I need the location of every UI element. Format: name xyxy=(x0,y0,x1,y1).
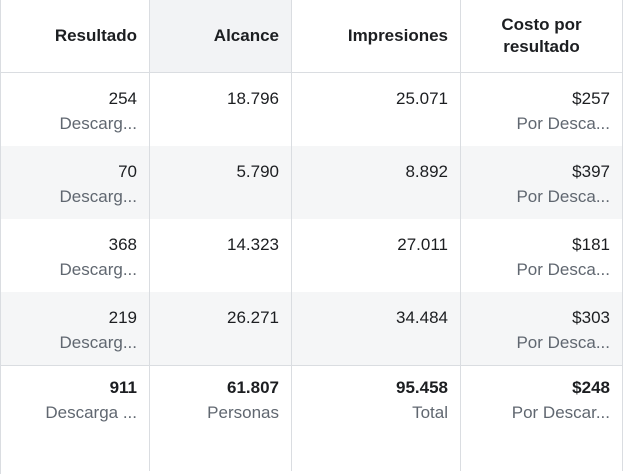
totals-impresiones: 95.458 Total xyxy=(292,365,461,471)
costo-value: $257 xyxy=(572,89,610,108)
table-row-2-resultado: 70 Descarg... xyxy=(0,146,150,219)
resultado-value: 70 xyxy=(118,162,137,181)
total-resultado-value: 911 xyxy=(109,378,137,397)
total-alcance-value: 61.807 xyxy=(227,378,279,397)
table-row-2-alcance: 5.790 xyxy=(150,146,292,219)
column-header-impresiones[interactable]: Impresiones xyxy=(292,0,461,73)
resultado-type: Descarg... xyxy=(59,333,137,352)
header-label: Resultado xyxy=(54,26,137,45)
column-header-resultado[interactable]: Resultado xyxy=(0,0,150,73)
table-row-4-resultado: 219 Descarg... xyxy=(0,292,150,365)
resultado-value: 368 xyxy=(108,235,137,254)
costo-type: Por Desca... xyxy=(516,260,610,279)
impresiones-value: 34.484 xyxy=(396,308,448,327)
impresiones-value: 8.892 xyxy=(405,162,448,181)
table-row-4-alcance: 26.271 xyxy=(150,292,292,365)
table-row-3-costo: $181 Por Desca... xyxy=(461,219,623,292)
costo-value: $181 xyxy=(572,235,610,254)
costo-type: Por Desca... xyxy=(516,333,610,352)
impresiones-value: 27.011 xyxy=(397,235,448,254)
resultado-type: Descarg... xyxy=(59,114,137,133)
resultado-value: 254 xyxy=(108,89,137,108)
total-resultado-type: Descarga ... xyxy=(45,403,137,422)
header-label: Alcance xyxy=(213,26,279,45)
table-row-3-impresiones: 27.011 xyxy=(292,219,461,292)
header-label: Costo por resultado xyxy=(501,15,582,56)
resultado-value: 219 xyxy=(108,308,137,327)
total-impresiones-value: 95.458 xyxy=(396,378,448,397)
table-row-2-impresiones: 8.892 xyxy=(292,146,461,219)
costo-value: $397 xyxy=(572,162,610,181)
costo-type: Por Desca... xyxy=(516,114,610,133)
total-costo-type: Por Descar... xyxy=(511,403,610,422)
totals-resultado: 911 Descarga ... xyxy=(0,365,150,471)
table-row-4-costo: $303 Por Desca... xyxy=(461,292,623,365)
table-row-3-resultado: 368 Descarg... xyxy=(0,219,150,292)
resultado-type: Descarg... xyxy=(59,260,137,279)
alcance-value: 5.790 xyxy=(236,162,279,181)
table-row-4-impresiones: 34.484 xyxy=(292,292,461,365)
total-alcance-type: Personas xyxy=(207,403,279,422)
impresiones-value: 25.071 xyxy=(396,89,448,108)
resultado-type: Descarg... xyxy=(59,187,137,206)
alcance-value: 26.271 xyxy=(227,308,279,327)
alcance-value: 18.796 xyxy=(227,89,279,108)
table-row-1-costo: $257 Por Desca... xyxy=(461,73,623,146)
header-label: Impresiones xyxy=(347,26,448,45)
costo-type: Por Desca... xyxy=(516,187,610,206)
table-row-1-impresiones: 25.071 xyxy=(292,73,461,146)
table-row-1-alcance: 18.796 xyxy=(150,73,292,146)
table-row-2-costo: $397 Por Desca... xyxy=(461,146,623,219)
totals-costo: $248 Por Descar... xyxy=(461,365,623,471)
total-impresiones-type: Total xyxy=(412,403,448,422)
table-row-1-resultado: 254 Descarg... xyxy=(0,73,150,146)
table-row-3-alcance: 14.323 xyxy=(150,219,292,292)
total-costo-value: $248 xyxy=(572,378,610,397)
totals-alcance: 61.807 Personas xyxy=(150,365,292,471)
table-left-border xyxy=(0,0,1,474)
column-header-costo-por-resultado[interactable]: Costo por resultado xyxy=(461,0,623,73)
alcance-value: 14.323 xyxy=(227,235,279,254)
column-header-alcance[interactable]: Alcance xyxy=(150,0,292,73)
costo-value: $303 xyxy=(572,308,610,327)
